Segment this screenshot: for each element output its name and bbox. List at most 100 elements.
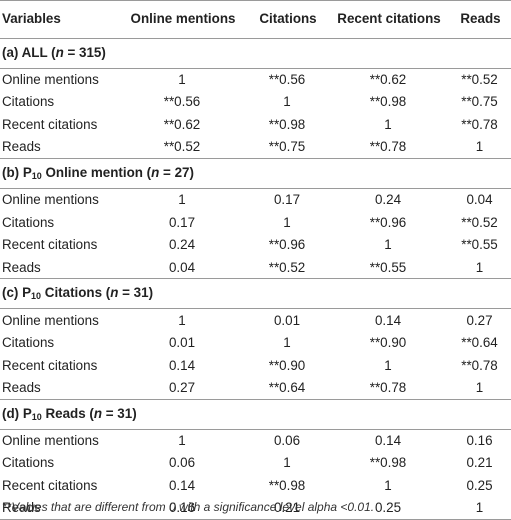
row-label: Citations: [2, 94, 55, 110]
table-cell: 0.14: [374, 312, 402, 328]
table-cell: 0.24: [168, 237, 196, 253]
table-cell: 1: [384, 116, 392, 132]
header-online-mentions: Online mentions: [118, 0, 246, 39]
header-recent-citations: Recent citations: [328, 0, 448, 39]
table-cell: 1: [448, 496, 511, 520]
table-row: Reads 0.27 **0.64 **0.78 1: [0, 376, 511, 400]
row-label: Recent citations: [2, 237, 98, 253]
table-cell: 0.14: [374, 432, 402, 448]
section-label-label-mid: Online mention (: [41, 164, 152, 180]
section-label-label-suffix: = 31): [102, 405, 137, 421]
table-row: Online mentions 1 0.17 0.24 0.04: [0, 188, 511, 211]
row-label: Online mentions: [2, 71, 99, 87]
table-cell: **0.52: [461, 214, 498, 230]
table-cell: **0.75: [246, 135, 328, 159]
table-row: Reads 0.16 0.21 0.25 1: [0, 496, 511, 520]
section-label: (b) P10 Online mention (n = 27): [0, 158, 511, 189]
table-cell: **0.55: [328, 256, 448, 280]
table-cell: **0.64: [246, 376, 328, 400]
table-cell: 1: [448, 256, 511, 280]
table-cell: 1: [178, 312, 186, 328]
table-cell: 0.14: [168, 477, 196, 493]
section-label-label-prefix: (d) P: [2, 405, 32, 421]
table-cell: **0.55: [461, 237, 498, 253]
table-cell: 1: [384, 357, 392, 373]
row-label: Citations: [2, 334, 55, 350]
table-cell: **0.98: [268, 116, 306, 132]
section-label-n-var: n: [151, 164, 160, 180]
table-row: Recent citations 0.14 **0.90 1 **0.78: [0, 354, 511, 377]
table-cell: 0.21: [246, 496, 328, 520]
table-cell: 1: [448, 376, 511, 400]
top-rule: [0, 0, 511, 1]
table-cell: 0.14: [168, 357, 196, 373]
table-cell: 0.06: [273, 432, 301, 448]
table-body: (a) ALL (n = 315) Online mentions 1 **0.56 *…: [0, 38, 511, 520]
table-cell: 1: [448, 135, 511, 159]
table-cell: 0.17: [273, 192, 301, 208]
table-cell: **0.98: [268, 477, 306, 493]
table-row: Citations **0.56 1 **0.98 **0.75: [0, 91, 511, 114]
table-cell: 1: [283, 214, 291, 230]
section-label-label-prefix: (c) P: [2, 285, 32, 301]
table-cell: **0.62: [163, 116, 201, 132]
table-cell: 1: [178, 432, 186, 448]
section-label-label-sub: 10: [31, 170, 42, 181]
table-cell: **0.78: [328, 376, 448, 400]
section-label-label-prefix: (a) ALL (: [2, 44, 56, 60]
table-row: Citations 0.17 1 **0.96 **0.52: [0, 211, 511, 234]
table-cell: 1: [283, 94, 291, 110]
row-label: Online mentions: [2, 192, 99, 208]
table-row: Online mentions 1 **0.56 **0.62 **0.52: [0, 68, 511, 91]
row-label: Recent citations: [2, 116, 98, 132]
table-cell: 0.01: [168, 334, 196, 350]
row-label: Reads: [0, 256, 118, 280]
table-cell: **0.56: [163, 94, 201, 110]
table-row: Recent citations 0.14 **0.98 1 0.25: [0, 474, 511, 497]
table-row: Recent citations 0.24 **0.96 1 **0.55: [0, 234, 511, 257]
table-cell: **0.90: [369, 334, 407, 350]
table-cell: **0.75: [461, 94, 498, 110]
table-cell: **0.96: [268, 237, 306, 253]
table-cell: 0.25: [466, 477, 493, 493]
table-cell: 0.21: [466, 455, 493, 471]
table-cell: **0.78: [461, 357, 498, 373]
header-reads: Reads: [448, 0, 511, 39]
section-row: (a) ALL (n = 315): [0, 38, 511, 69]
row-label: Recent citations: [2, 357, 98, 373]
row-label: Recent citations: [2, 477, 98, 493]
section-label-label-suffix: = 315): [63, 44, 106, 60]
table-row: Citations 0.06 1 **0.98 0.21: [0, 452, 511, 475]
table-row: Recent citations **0.62 **0.98 1 **0.78: [0, 113, 511, 136]
table-header: Variables Online mentions Citations Rece…: [0, 0, 511, 39]
header-citations: Citations: [246, 0, 328, 39]
section-label-label-mid: Citations (: [41, 285, 111, 301]
section-label-label-sub: 10: [31, 411, 42, 422]
table-cell: **0.52: [461, 71, 498, 87]
section-label-label-mid: Reads (: [41, 405, 94, 421]
table-cell: 0.24: [374, 192, 402, 208]
section-label: (c) P10 Citations (n = 31): [0, 278, 511, 310]
section-label: (a) ALL (n = 315): [0, 38, 511, 69]
section-label-n-var: n: [55, 44, 64, 60]
table-cell: **0.96: [369, 214, 407, 230]
table-cell: 0.04: [466, 192, 493, 208]
section-label-n-var: n: [110, 285, 119, 301]
row-label: Citations: [2, 455, 55, 471]
row-label: Citations: [2, 214, 55, 230]
table-cell: 0.04: [118, 256, 246, 280]
header-variables: Variables: [0, 0, 118, 39]
table-cell: 0.27: [466, 312, 493, 328]
table-cell: **0.98: [369, 455, 407, 471]
table-cell: 1: [283, 455, 291, 471]
table-cell: 0.17: [168, 214, 196, 230]
row-label: Online mentions: [2, 432, 99, 448]
table-cell: 0.06: [168, 455, 196, 471]
row-label: Reads: [0, 135, 118, 159]
table-cell: 0.16: [466, 432, 493, 448]
table-row: Reads 0.04 **0.52 **0.55 1: [0, 256, 511, 280]
table-cell: **0.78: [328, 135, 448, 159]
section-label: (d) P10 Reads (n = 31): [0, 399, 511, 430]
section-row: (c) P10 Citations (n = 31): [0, 278, 511, 310]
